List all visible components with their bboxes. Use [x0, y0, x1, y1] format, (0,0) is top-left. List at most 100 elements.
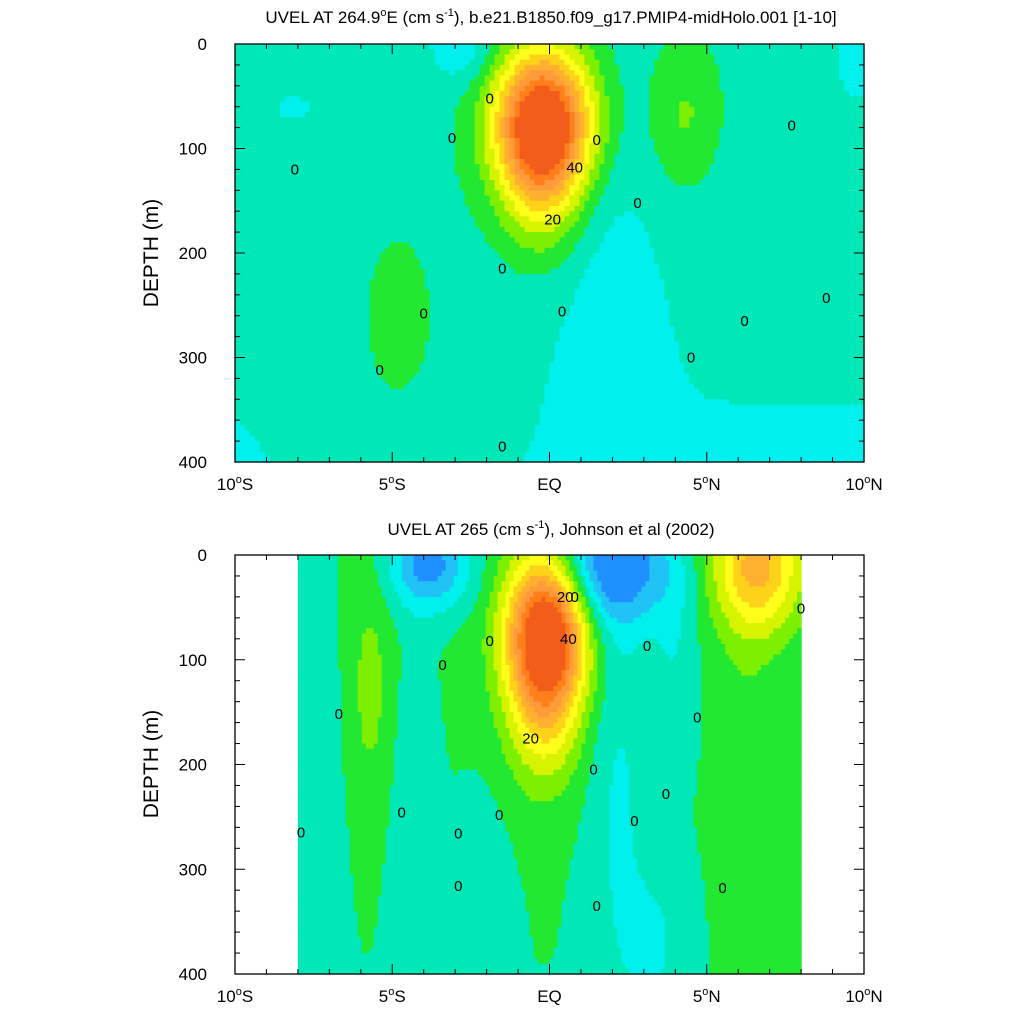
contour-cell: [344, 394, 351, 400]
contour-cell: [454, 200, 461, 207]
contour-cell: [514, 158, 521, 165]
contour-cell: [429, 394, 436, 400]
contour-cell: [369, 195, 376, 202]
contour-cell: [269, 294, 276, 301]
contour-cell: [359, 315, 366, 322]
contour-cell: [519, 132, 526, 139]
contour-cell: [389, 85, 396, 92]
contour-cell: [524, 59, 531, 66]
contour-cell: [314, 106, 321, 113]
contour-cell: [454, 232, 461, 238]
contour-cell: [324, 341, 331, 348]
contour-cell: [529, 164, 536, 170]
contour-cell: [404, 158, 411, 165]
contour-cell: [419, 237, 426, 244]
contour-cell: [469, 190, 476, 197]
contour-cell: [514, 409, 521, 416]
contour-cell: [389, 341, 396, 348]
contour-cell: [499, 388, 506, 395]
contour-cell: [429, 279, 436, 285]
contour-cell: [334, 226, 341, 233]
contour-cell: [299, 174, 306, 181]
contour-cell: [464, 179, 471, 186]
contour-cell: [374, 373, 381, 380]
contour-cell: [529, 158, 536, 165]
contour-cell: [249, 138, 256, 144]
contour-cell: [299, 106, 306, 113]
contour-cell: [244, 258, 251, 265]
contour-cell: [419, 367, 426, 374]
contour-cell: [539, 394, 546, 400]
contour-cell: [529, 75, 536, 82]
contour-cell: [304, 394, 311, 400]
contour-cell: [424, 367, 431, 374]
contour-cell: [494, 441, 501, 447]
contour-cell: [414, 91, 421, 97]
contour-cell: [304, 367, 311, 374]
contour-cell: [269, 451, 276, 458]
contour-cell: [369, 122, 376, 129]
contour-cell: [414, 75, 421, 82]
contour-cell: [494, 352, 501, 359]
contour-cell: [494, 456, 501, 463]
contour-cell: [259, 409, 266, 416]
contour-cell: [289, 367, 296, 374]
contour-cell: [469, 195, 476, 202]
contour-cell: [449, 341, 456, 348]
contour-cell: [399, 111, 406, 118]
contour-cell: [409, 153, 416, 160]
contour-cell: [354, 347, 361, 353]
contour-cell: [369, 242, 376, 249]
contour-cell: [484, 310, 491, 317]
contour-cell: [339, 185, 346, 191]
contour-cell: [329, 289, 336, 296]
contour-cell: [394, 122, 401, 129]
contour-cell: [259, 117, 266, 123]
contour-cell: [454, 305, 461, 312]
contour-cell: [339, 216, 346, 223]
contour-cell: [484, 414, 491, 421]
contour-cell: [264, 378, 271, 385]
contour-cell: [309, 383, 316, 390]
contour-cell: [354, 331, 361, 338]
contour-cell: [339, 357, 346, 364]
contour-cell: [519, 388, 526, 395]
contour-cell: [464, 373, 471, 380]
contour-cell: [314, 294, 321, 301]
contour-cell: [364, 153, 371, 160]
contour-cell: [484, 273, 491, 280]
contour-cell: [254, 320, 261, 327]
contour-cell: [539, 331, 546, 338]
contour-cell: [429, 300, 436, 306]
contour-cell: [279, 169, 286, 176]
contour-cell: [484, 326, 491, 332]
contour-cell: [329, 174, 336, 181]
contour-cell: [339, 336, 346, 343]
contour-cell: [259, 106, 266, 113]
contour-cell: [359, 101, 366, 108]
contour-cell: [494, 409, 501, 416]
contour-cell: [319, 273, 326, 280]
contour-cell: [279, 195, 286, 202]
contour-cell: [459, 54, 466, 61]
contour-cell: [474, 378, 481, 385]
contour-cell: [284, 326, 291, 332]
contour-cell: [459, 279, 466, 285]
contour-cell: [419, 158, 426, 165]
contour-cell: [529, 132, 536, 139]
contour-cell: [489, 263, 496, 270]
contour-cell: [294, 279, 301, 285]
contour-cell: [404, 153, 411, 160]
contour-cell: [479, 336, 486, 343]
contour-cell: [354, 394, 361, 400]
contour-cell: [379, 106, 386, 113]
contour-cell: [529, 101, 536, 108]
contour-cell: [364, 59, 371, 66]
contour-cell: [264, 399, 271, 406]
contour-cell: [309, 164, 316, 170]
contour-cell: [244, 211, 251, 218]
contour-cell: [439, 153, 446, 160]
contour-cell: [364, 336, 371, 343]
contour-cell: [349, 59, 356, 66]
contour-cell: [319, 305, 326, 312]
